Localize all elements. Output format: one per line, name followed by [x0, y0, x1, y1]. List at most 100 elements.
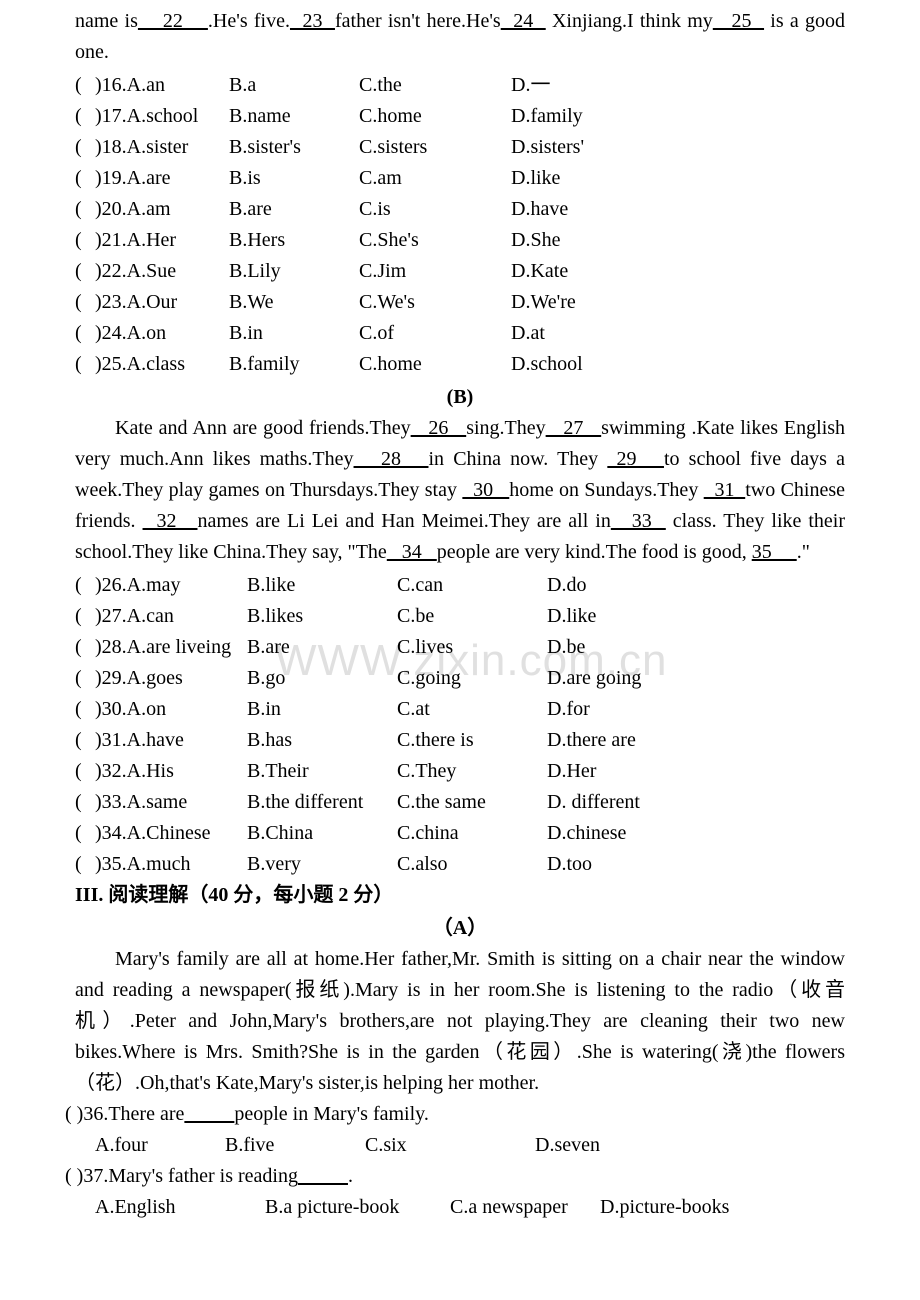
option-row: ()27.A.canB.likesC.beD.like — [75, 601, 747, 632]
opt-d: D.have — [511, 194, 711, 225]
option-row: ()30.A.onB.inC.atD.for — [75, 694, 747, 725]
opt-d: D.for — [547, 694, 747, 725]
passage-b: Kate and Ann are good friends.They 26 si… — [75, 413, 845, 568]
opt-b: B.five — [225, 1130, 365, 1161]
q36-stem-pre: ( )36.There are — [65, 1103, 184, 1125]
opt-a: )32.A.His — [95, 756, 247, 787]
opt-b: B.are — [247, 632, 397, 663]
option-row: ()22.A.SueB.LilyC.JimD.Kate — [75, 256, 711, 287]
opt-d: D.chinese — [547, 818, 747, 849]
opt-c: C.at — [397, 694, 547, 725]
opt-d: D.picture-books — [600, 1192, 750, 1223]
option-row: ()26.A.mayB.likeC.canD.do — [75, 570, 747, 601]
section-b-header: (B) — [75, 382, 845, 413]
opt-a: )35.A.much — [95, 849, 247, 880]
paren: ( — [75, 101, 95, 132]
opt-d: D.too — [547, 849, 747, 880]
opt-a: )18.A.sister — [95, 132, 229, 163]
opt-d: D.there are — [547, 725, 747, 756]
opt-c: C.six — [365, 1130, 535, 1161]
paren: ( — [75, 601, 95, 632]
intro-text: father isn't here.He's — [335, 10, 501, 32]
opt-b: B.has — [247, 725, 397, 756]
opt-d: D.sisters' — [511, 132, 711, 163]
opt-d: D.like — [547, 601, 747, 632]
passage-a: Mary's family are all at home.Her father… — [75, 944, 845, 1099]
opt-d: D.She — [511, 225, 711, 256]
opt-a: )24.A.on — [95, 318, 229, 349]
blank-33: 33 — [611, 510, 666, 532]
blank-24: 24 — [501, 10, 546, 32]
question-36: ( )36.There are people in Mary's family.… — [65, 1099, 845, 1161]
blank-22: 22 — [138, 10, 208, 32]
option-row: ()23.A.OurB.WeC.We'sD.We're — [75, 287, 711, 318]
opt-c: C.lives — [397, 632, 547, 663]
paren: ( — [75, 225, 95, 256]
paren: ( — [75, 725, 95, 756]
q37-blank — [298, 1165, 348, 1187]
q37-stem-post: . — [348, 1165, 353, 1187]
section-a-header: （A） — [75, 913, 845, 944]
opt-d: D. different — [547, 787, 747, 818]
opt-b: B.a picture-book — [265, 1192, 450, 1223]
paren: ( — [75, 318, 95, 349]
opt-c: C.the same — [397, 787, 547, 818]
paren: ( — [75, 787, 95, 818]
opt-a: )26.A.may — [95, 570, 247, 601]
option-row: ()35.A.muchB.veryC.alsoD.too — [75, 849, 747, 880]
opt-d: D.at — [511, 318, 711, 349]
q37-options: A.English B.a picture-book C.a newspaper… — [65, 1192, 845, 1223]
opt-b: B.like — [247, 570, 397, 601]
option-row: ()33.A.sameB.the differentC.the sameD. d… — [75, 787, 747, 818]
opt-a: )25.A.class — [95, 349, 229, 380]
opt-a: )20.A.am — [95, 194, 229, 225]
pb-text: in China now. They — [428, 448, 607, 470]
opt-c: C.can — [397, 570, 547, 601]
opt-a: )22.A.Sue — [95, 256, 229, 287]
pb-text: ." — [797, 541, 810, 563]
q36-blank — [184, 1103, 234, 1125]
option-row: ()20.A.amB.areC.isD.have — [75, 194, 711, 225]
intro-text: Xinjiang.I think my — [546, 10, 713, 32]
opt-c: C.a newspaper — [450, 1192, 600, 1223]
blank-27: 27 — [546, 417, 602, 439]
paren: ( — [75, 194, 95, 225]
opt-a: )27.A.can — [95, 601, 247, 632]
paren: ( — [75, 694, 95, 725]
opt-a: )30.A.on — [95, 694, 247, 725]
paren: ( — [75, 132, 95, 163]
opt-c: C.sisters — [359, 132, 511, 163]
blank-29: 29 — [607, 448, 664, 470]
opt-d: D.We're — [511, 287, 711, 318]
q36-stem-post: people in Mary's family. — [234, 1103, 428, 1125]
opt-d: D.school — [511, 349, 711, 380]
paren: ( — [75, 849, 95, 880]
opt-a: )21.A.Her — [95, 225, 229, 256]
options-table-2: ()26.A.mayB.likeC.canD.do ()27.A.canB.li… — [75, 570, 747, 880]
option-row: ()21.A.HerB.HersC.She'sD.She — [75, 225, 711, 256]
blank-26: 26 — [411, 417, 467, 439]
opt-c: C.there is — [397, 725, 547, 756]
opt-d: D.Kate — [511, 256, 711, 287]
q37-stem-pre: ( )37.Mary's father is reading — [65, 1165, 298, 1187]
opt-b: B.We — [229, 287, 359, 318]
opt-a: )33.A.same — [95, 787, 247, 818]
pb-text: sing.They — [466, 417, 545, 439]
opt-d: D.一 — [511, 70, 711, 101]
opt-c: C.also — [397, 849, 547, 880]
opt-c: C.is — [359, 194, 511, 225]
option-row: ()31.A.haveB.hasC.there isD.there are — [75, 725, 747, 756]
opt-d: D.are going — [547, 663, 747, 694]
pb-text: names are Li Lei and Han Meimei.They are… — [198, 510, 611, 532]
pb-text: people are very kind.The food is good, — [437, 541, 752, 563]
blank-31: 31 — [704, 479, 746, 501]
blank-35: 35 — [752, 541, 797, 563]
opt-c: C.am — [359, 163, 511, 194]
q36-options: A.four B.five C.six D.seven — [65, 1130, 845, 1161]
option-row: ()17.A.schoolB.nameC.homeD.family — [75, 101, 711, 132]
opt-b: B.is — [229, 163, 359, 194]
option-row: ()28.A.are liveingB.areC.livesD.be — [75, 632, 747, 663]
opt-d: D.like — [511, 163, 711, 194]
opt-b: B.Their — [247, 756, 397, 787]
pb-text: Kate and Ann are good friends.They — [115, 417, 411, 439]
